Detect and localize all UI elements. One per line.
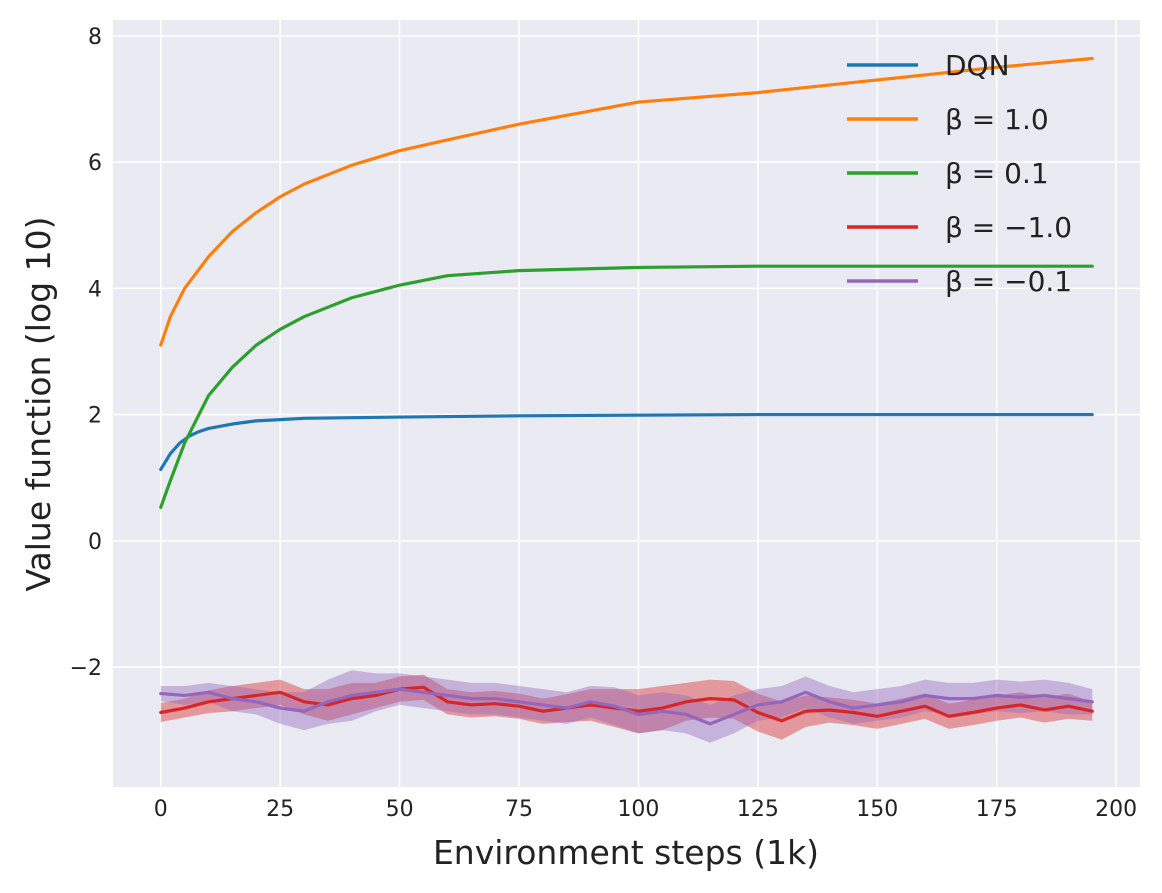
x-tick-label: 75 — [505, 797, 533, 822]
legend: DQN β = 1.0 β = 0.1 β = −1.0 β = −0.1 — [847, 49, 1072, 298]
x-tick-label: 200 — [1095, 797, 1137, 822]
y-tick-label: 2 — [88, 404, 102, 429]
legend-entry: β = −1.0 — [945, 211, 1072, 244]
legend-entry: β = 0.1 — [945, 157, 1049, 190]
x-tick-label: 150 — [856, 797, 898, 822]
legend-entry: β = 1.0 — [945, 103, 1049, 136]
x-tick-label: 50 — [386, 797, 414, 822]
series-lines — [159, 56, 1094, 726]
x-tick-label: 0 — [154, 797, 168, 822]
x-axis-label: Environment steps (1k) — [433, 833, 819, 872]
y-axis-label: Value function (log 10) — [19, 217, 58, 592]
y-tick-label: 0 — [88, 530, 102, 555]
y-axis-ticks: −2 0 2 4 6 8 — [70, 25, 102, 681]
x-tick-label: 175 — [976, 797, 1018, 822]
line-series-5 — [159, 687, 1094, 726]
y-tick-label: 8 — [88, 25, 102, 50]
plot-background — [113, 20, 1140, 787]
line-series-2 — [159, 56, 1094, 347]
x-tick-label: 100 — [617, 797, 659, 822]
y-tick-label: 6 — [88, 151, 102, 176]
legend-entry: β = −0.1 — [945, 265, 1072, 298]
x-tick-label: 125 — [737, 797, 779, 822]
grid-lines — [113, 20, 1140, 787]
line-series-3 — [159, 264, 1094, 509]
y-tick-label: 4 — [88, 277, 102, 302]
x-axis-ticks: 0 25 50 75 100 125 150 175 200 — [154, 797, 1137, 822]
y-tick-label: −2 — [70, 656, 102, 681]
x-tick-label: 25 — [266, 797, 294, 822]
legend-entry: DQN — [945, 49, 1010, 82]
